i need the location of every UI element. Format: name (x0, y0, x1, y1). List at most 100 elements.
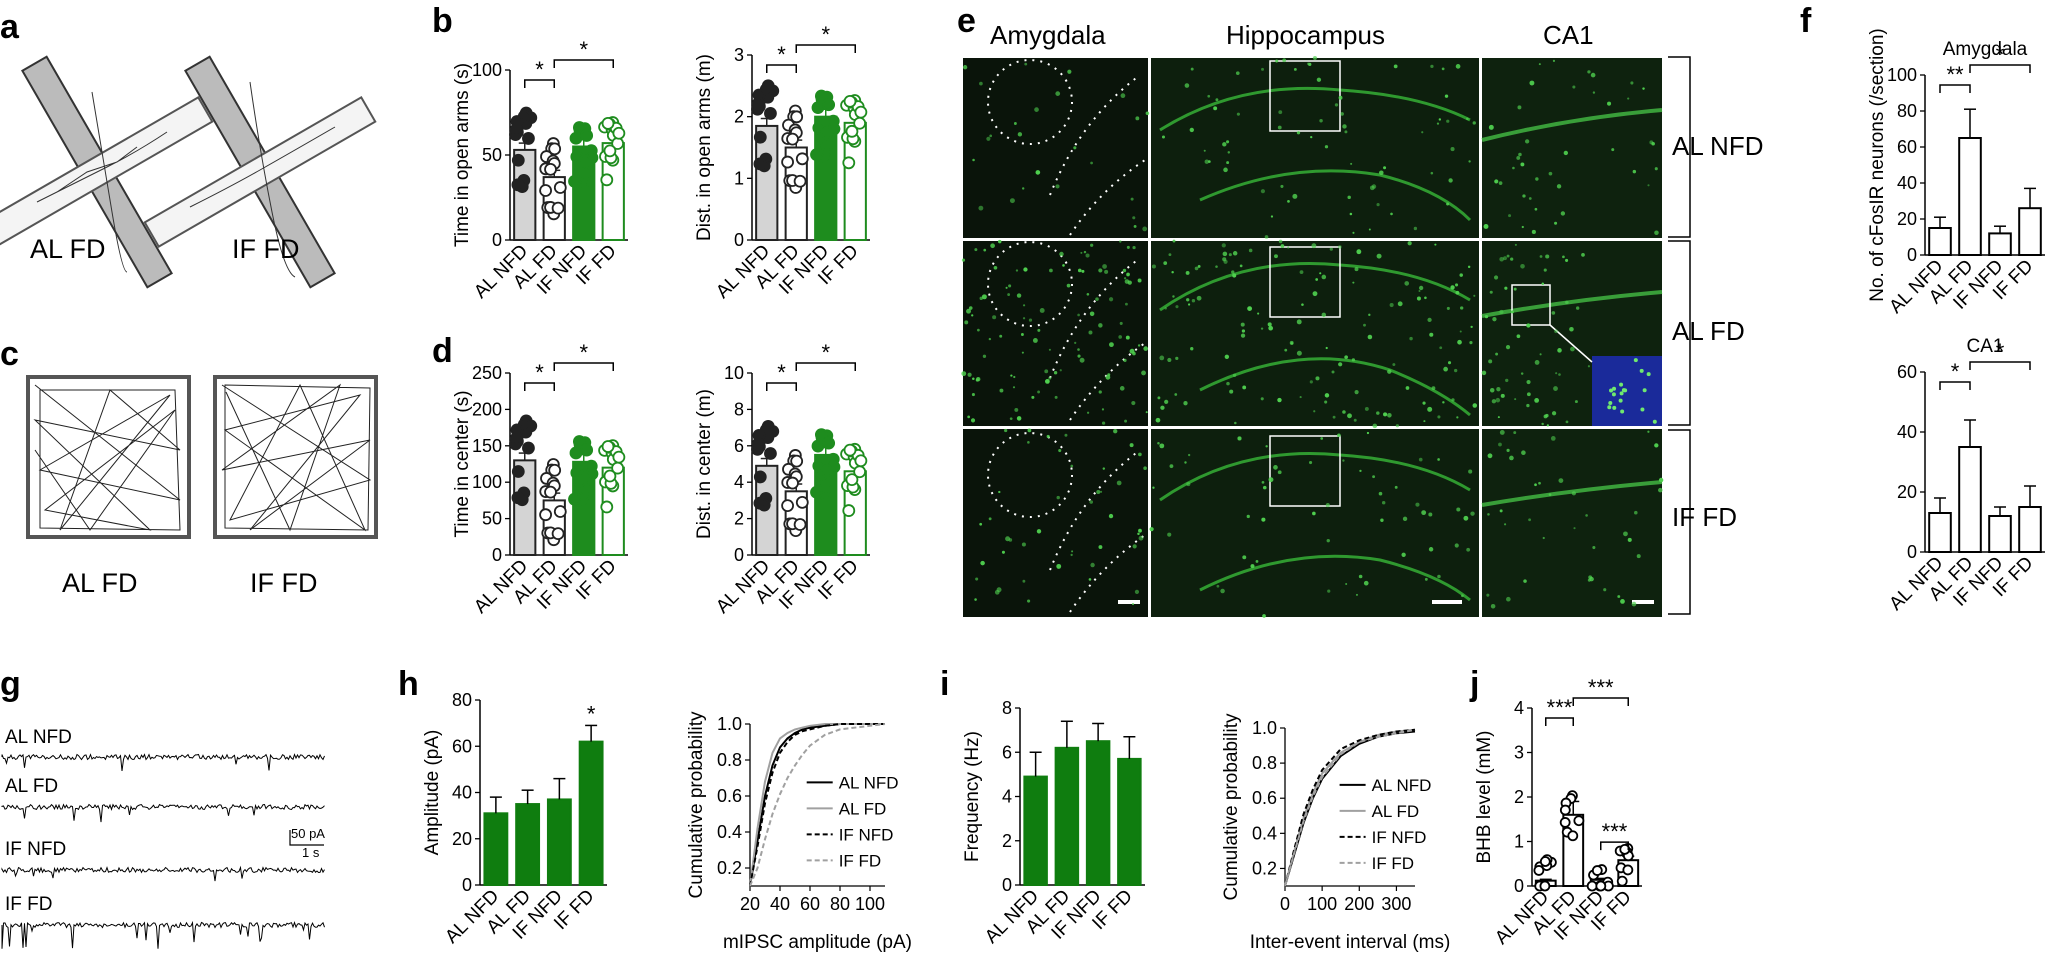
significance-bracket (553, 59, 614, 68)
cfos-signal (1311, 243, 1317, 249)
y-tick-label: 50 (482, 509, 502, 529)
cfos-signal (1472, 403, 1478, 408)
cfos-signal (1095, 297, 1099, 301)
cfos-signal (1229, 389, 1234, 394)
cfos-signal (1424, 296, 1427, 300)
data-point (854, 105, 868, 119)
data-point (522, 441, 535, 455)
y-axis-label: Cumulative probability (1221, 713, 1242, 900)
panel-label-c: c (0, 335, 19, 373)
y-tick-label: 0 (492, 545, 502, 565)
cfos-signal (1332, 415, 1336, 419)
data-point (751, 437, 765, 451)
panel-label-a: a (0, 8, 20, 46)
cfos-signal (974, 248, 978, 252)
data-point (600, 500, 614, 514)
cfos-signal (1345, 583, 1348, 586)
bar (1958, 137, 1982, 256)
cfos-signal (1376, 203, 1380, 207)
legend-label: IF NFD (1372, 828, 1427, 847)
cfos-signal (1483, 223, 1489, 229)
cfos-signal (1416, 296, 1421, 301)
cfos-signal (1070, 553, 1073, 557)
cfos-signal (1558, 373, 1561, 376)
cfos-signal (1571, 491, 1576, 496)
data-point (548, 142, 562, 156)
cfos-signal (1262, 614, 1266, 618)
x-axis-label: mIPSC amplitude (pA) (723, 932, 912, 953)
cfos-signal (1119, 321, 1123, 325)
significance-label: * (821, 22, 830, 47)
cfos-signal (1466, 547, 1471, 552)
cfos-signal (1623, 388, 1628, 393)
cfos-signal (979, 81, 983, 86)
bar (1117, 757, 1142, 887)
cfos-signal (1316, 77, 1322, 82)
y-tick-label: 40 (1897, 422, 1917, 442)
amygdala-outline (987, 59, 1146, 613)
cfos-signal (1227, 151, 1231, 154)
cfos-signal (1014, 407, 1019, 412)
y-tick-label: 100 (472, 60, 502, 80)
cfos-signal (1137, 344, 1141, 347)
cfos-signal (1534, 483, 1537, 487)
cfos-signal (1342, 124, 1347, 129)
cfos-signal (1572, 85, 1576, 89)
data-point (814, 428, 828, 442)
y-tick-label: 60 (452, 736, 472, 756)
cfos-signal (1397, 301, 1403, 307)
significance-label: * (1996, 339, 2005, 364)
data-point (790, 454, 804, 468)
y-axis-label: Amplitude (pA) (422, 730, 443, 856)
cfos-signal (1010, 374, 1013, 377)
cfos-signal (1347, 195, 1351, 200)
cfos-signal (1393, 64, 1398, 69)
cfos-signal (1141, 370, 1146, 376)
scale-bar-hippocampus (1432, 600, 1462, 604)
cfos-signal (1104, 269, 1109, 274)
cfos-signal (1541, 282, 1545, 286)
y-tick-label: 100 (472, 472, 502, 492)
significance-bracket (1545, 717, 1574, 726)
data-point (820, 126, 834, 140)
data-point (612, 450, 626, 464)
significance-label: * (821, 340, 830, 365)
cfos-signal (978, 205, 984, 211)
cfos-signal (1044, 379, 1050, 384)
cfos-signal (1174, 393, 1178, 396)
cfos-signal (1505, 345, 1511, 350)
bar (515, 803, 541, 886)
legend-label: AL FD (1372, 802, 1420, 821)
cfos-signal (1260, 397, 1264, 401)
y-tick-label: 4 (1514, 698, 1524, 718)
series-line (1284, 728, 1416, 887)
cfos-signal (1632, 169, 1637, 174)
cfos-signal (1124, 419, 1128, 423)
cfos-signal (1022, 317, 1026, 320)
cfos-signal (1059, 251, 1064, 257)
cfos-signal (1313, 410, 1316, 413)
cfos-signal (1427, 406, 1433, 412)
y-tick-label: 10 (724, 363, 744, 383)
cfos-signal (1237, 436, 1242, 441)
series-line (749, 723, 885, 887)
cfos-signal (1359, 469, 1362, 473)
data-point (1595, 880, 1607, 892)
legend-label: AL NFD (1372, 776, 1432, 795)
micro-amygdala-al-fd (963, 241, 1148, 426)
cfos-signal (1108, 297, 1114, 302)
cfos-signal (1089, 500, 1094, 504)
maze-label-if-fd: IF FD (232, 234, 300, 264)
cfos-signal (1531, 229, 1536, 235)
trace-line (1, 803, 325, 823)
micro-row-if-fd: IF FD (1672, 502, 1737, 532)
cfos-signal (975, 378, 979, 382)
y-tick-label: 200 (472, 399, 502, 419)
cfos-signal (1301, 303, 1304, 306)
plus-maze-if-fd (143, 55, 377, 289)
cfos-signal (1234, 421, 1237, 425)
trace-label-if-fd: IF FD (5, 894, 53, 915)
bar (1054, 746, 1080, 887)
data-point (843, 443, 857, 457)
